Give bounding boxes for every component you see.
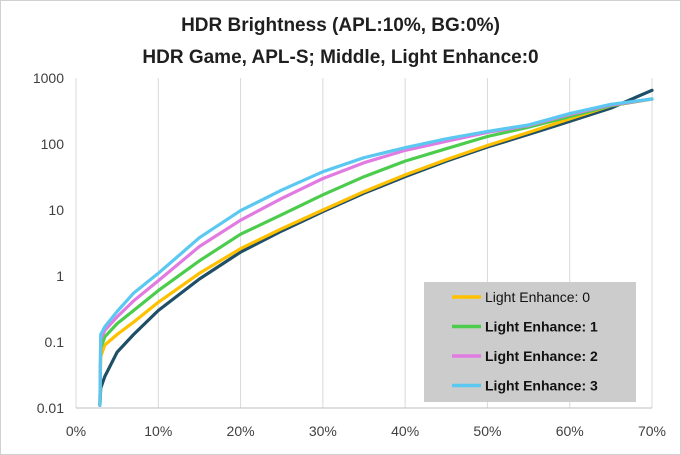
x-tick-label: 10% — [144, 423, 172, 439]
y-tick-label: 100 — [41, 136, 65, 152]
series-lines — [98, 88, 654, 407]
legend-entry: Light Enhance: 1 — [485, 319, 598, 335]
series-reference-line — [98, 88, 654, 407]
y-tick-label: 0.1 — [45, 334, 65, 350]
chart-subtitle: HDR Game, APL-S; Middle, Light Enhance:0 — [142, 47, 538, 68]
legend-entry: Light Enhance: 0 — [485, 289, 590, 305]
legend: Light Enhance: 0 Light Enhance: 1 Light En… — [424, 282, 636, 402]
y-tick-label: 1 — [56, 268, 64, 284]
series-line-light-enhance-3 — [98, 97, 654, 407]
legend-box — [424, 282, 636, 402]
y-tick-label: 10 — [48, 202, 64, 218]
y-tick-label: 0.01 — [37, 400, 64, 416]
legend-entry: Light Enhance: 2 — [485, 348, 598, 364]
chart-title: HDR Brightness (APL:10%, BG:0%) — [181, 15, 500, 36]
axes: 0% 10% 20% 30% 40% 50% 60% 70% 0.01 0.1 1 10 100 1000 — [33, 70, 666, 439]
x-tick-label: 20% — [227, 423, 255, 439]
x-tick-label: 60% — [556, 423, 584, 439]
x-tick-label: 0% — [66, 423, 86, 439]
y-tick-label: 1000 — [33, 70, 64, 86]
x-tick-label: 50% — [473, 423, 501, 439]
series-line-light-enhance-1 — [98, 97, 654, 407]
legend-entry: Light Enhance: 3 — [485, 378, 598, 394]
x-tick-label: 30% — [309, 423, 337, 439]
series-line-light-enhance-0 — [98, 97, 654, 407]
x-tick-label: 40% — [391, 423, 419, 439]
x-tick-label: 70% — [638, 423, 666, 439]
